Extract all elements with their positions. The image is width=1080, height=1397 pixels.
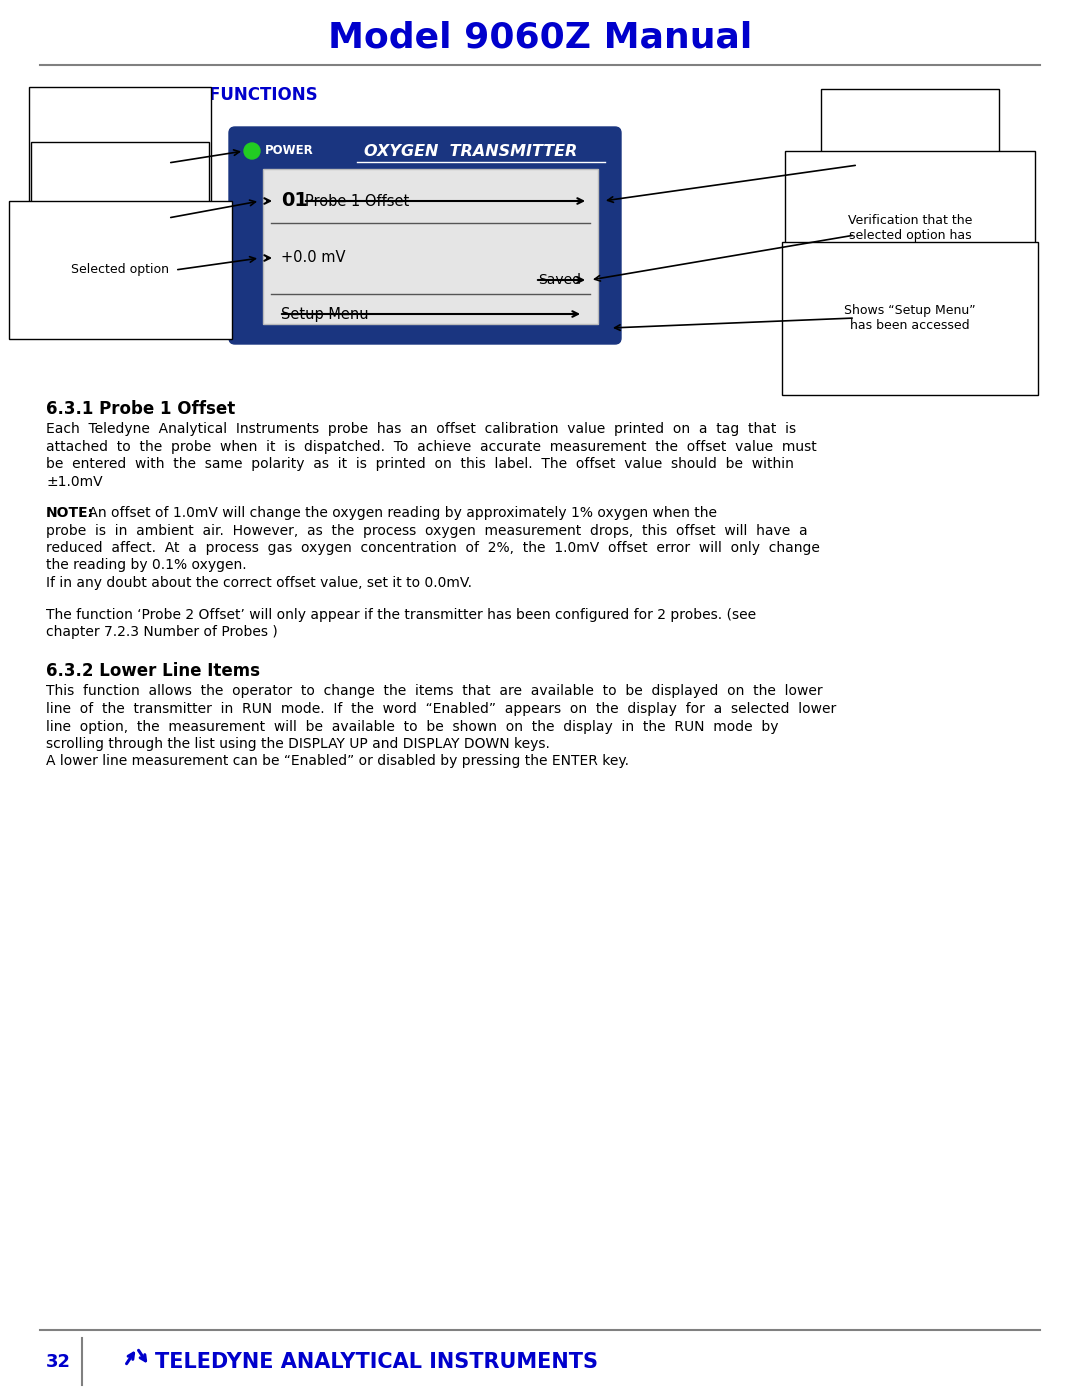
- FancyBboxPatch shape: [229, 127, 621, 344]
- Text: attached  to  the  probe  when  it  is  dispatched.  To  achieve  accurate  meas: attached to the probe when it is dispatc…: [46, 440, 816, 454]
- Text: Each  Teledyne  Analytical  Instruments  probe  has  an  offset  calibration  va: Each Teledyne Analytical Instruments pro…: [46, 422, 796, 436]
- Text: the reading by 0.1% oxygen.: the reading by 0.1% oxygen.: [46, 559, 246, 573]
- Text: line  of  the  transmitter  in  RUN  mode.  If  the  word  “Enabled”  appears  o: line of the transmitter in RUN mode. If …: [46, 703, 836, 717]
- Text: 01: 01: [281, 191, 308, 211]
- Text: POWER: POWER: [265, 144, 314, 158]
- Text: scrolling through the list using the DISPLAY UP and DISPLAY DOWN keys.: scrolling through the list using the DIS…: [46, 738, 550, 752]
- Text: The function ‘Probe 2 Offset’ will only appear if the transmitter has been confi: The function ‘Probe 2 Offset’ will only …: [46, 608, 756, 622]
- Text: NOTE:: NOTE:: [46, 506, 94, 520]
- Text: Function
name: Function name: [883, 151, 936, 179]
- Text: Power on
indicator: Power on indicator: [92, 149, 149, 177]
- Text: Model 9060Z Manual: Model 9060Z Manual: [328, 21, 752, 54]
- Text: Saved: Saved: [538, 272, 581, 286]
- Text: TELEDYNE ANALYTICAL INSTRUMENTS: TELEDYNE ANALYTICAL INSTRUMENTS: [156, 1352, 598, 1372]
- FancyBboxPatch shape: [264, 169, 598, 324]
- Text: 6.3 SETUP MODE FUNCTIONS: 6.3 SETUP MODE FUNCTIONS: [46, 87, 318, 103]
- Text: Shows “Setup Menu”
has been accessed: Shows “Setup Menu” has been accessed: [845, 305, 976, 332]
- Text: OXYGEN  TRANSMITTER: OXYGEN TRANSMITTER: [364, 144, 578, 158]
- Text: reduced  affect.  At  a  process  gas  oxygen  concentration  of  2%,  the  1.0m: reduced affect. At a process gas oxygen …: [46, 541, 820, 555]
- Text: Setup Menu: Setup Menu: [281, 306, 368, 321]
- Text: This  function  allows  the  operator  to  change  the  items  that  are  availa: This function allows the operator to cha…: [46, 685, 823, 698]
- Text: ±1.0mV: ±1.0mV: [46, 475, 103, 489]
- Circle shape: [244, 142, 260, 159]
- Text: 6.3.2 Lower Line Items: 6.3.2 Lower Line Items: [46, 662, 260, 680]
- Text: chapter 7.2.3 Number of Probes ): chapter 7.2.3 Number of Probes ): [46, 624, 278, 638]
- Text: An offset of 1.0mV will change the oxygen reading by approximately 1% oxygen whe: An offset of 1.0mV will change the oxyge…: [84, 506, 717, 520]
- Text: probe  is  in  ambient  air.  However,  as  the  process  oxygen  measurement  d: probe is in ambient air. However, as the…: [46, 524, 808, 538]
- Text: be  entered  with  the  same  polarity  as  it  is  printed  on  this  label.  T: be entered with the same polarity as it …: [46, 457, 794, 471]
- Text: 32: 32: [46, 1354, 71, 1370]
- Text: A lower line measurement can be “Enabled” or disabled by pressing the ENTER key.: A lower line measurement can be “Enabled…: [46, 754, 629, 768]
- Text: Probe 1 Offset: Probe 1 Offset: [305, 194, 409, 208]
- Text: If in any doubt about the correct offset value, set it to 0.0mV.: If in any doubt about the correct offset…: [46, 576, 472, 590]
- Text: +0.0 mV: +0.0 mV: [281, 250, 346, 265]
- Text: Verification that the
selected option has
been saved: Verification that the selected option ha…: [848, 214, 972, 257]
- Text: 6.3.1 Probe 1 Offset: 6.3.1 Probe 1 Offset: [46, 400, 235, 418]
- Text: Selected option: Selected option: [71, 264, 168, 277]
- Text: Function
number: Function number: [94, 204, 147, 232]
- Text: line  option,  the  measurement  will  be  available  to  be  shown  on  the  di: line option, the measurement will be ava…: [46, 719, 779, 733]
